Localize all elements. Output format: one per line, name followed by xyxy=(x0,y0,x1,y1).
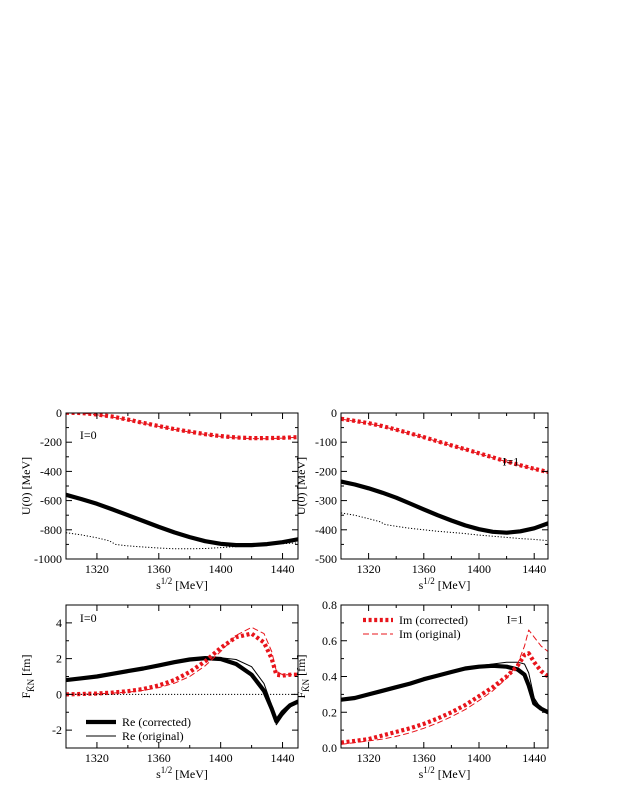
series-red-thin-dashed xyxy=(66,626,298,695)
series-red-thin-dashed xyxy=(341,629,548,745)
panel-label: I=1 xyxy=(502,454,519,468)
panel-1: 1320 1360 1400 1440 -1000 -800 -600 -400 -200 0 s1… xyxy=(19,406,299,592)
y-tick-label: 4 xyxy=(56,616,62,630)
x-tick-label: 1320 xyxy=(85,562,109,576)
series-black-thick xyxy=(66,492,298,548)
x-axis-label: s1/2 [MeV] xyxy=(156,576,208,592)
series-black-thin xyxy=(341,661,548,713)
y-axis-label: FK̄N [fm] xyxy=(294,654,311,698)
x-tick-label: 1360 xyxy=(412,562,436,576)
x-tick-label: 1440 xyxy=(522,562,546,576)
y-tick-label: -1000 xyxy=(34,552,62,566)
y-tick-label: 0.8 xyxy=(322,598,337,612)
y-tick-label: -500 xyxy=(315,552,337,566)
y-tick-label: 0.2 xyxy=(322,705,337,719)
series-red-thick-dotted xyxy=(341,651,548,745)
x-tick-label: 1400 xyxy=(467,751,491,765)
y-tick-label: -400 xyxy=(40,464,62,478)
x-tick-label: 1360 xyxy=(147,751,171,765)
x-axis-label: s1/2 [MeV] xyxy=(156,765,208,781)
x-axis-label: s1/2 [MeV] xyxy=(419,765,471,781)
series-black-dotted xyxy=(66,532,298,550)
y-tick-label: -400 xyxy=(315,523,337,537)
x-tick-label: 1440 xyxy=(522,751,546,765)
y-tick-label: -600 xyxy=(40,494,62,508)
panel-4: 1320 1360 1400 1440 0.0 0.2 0.4 0.6 0.8 s1/2 [MeV… xyxy=(294,598,549,781)
x-tick-label: 1440 xyxy=(271,562,295,576)
panel-label: I=0 xyxy=(80,428,97,442)
x-tick-label: 1320 xyxy=(85,751,109,765)
y-tick-label: 0 xyxy=(56,687,62,701)
y-tick-label: -200 xyxy=(40,435,62,449)
series-black-thick xyxy=(66,655,298,724)
y-tick-label: 0.0 xyxy=(322,741,337,755)
y-tick-label: 0 xyxy=(331,406,337,420)
y-tick-label: -800 xyxy=(40,523,62,537)
x-tick-label: 1440 xyxy=(271,751,295,765)
legend-label: Im (original) xyxy=(399,627,461,641)
panel-3: 1320 1360 1400 1440 -2 0 2 4 s1/2 [MeV] FK̄N [fm]… xyxy=(19,604,299,781)
y-tick-label: -100 xyxy=(315,435,337,449)
x-axis-label: s1/2 [MeV] xyxy=(419,576,471,592)
panel-2: 1320 1360 1400 1440 -500 -400 -300 -200 -100 0 s1/… xyxy=(294,406,549,592)
x-tick-label: 1360 xyxy=(147,562,171,576)
y-axis-label: U(0) [MeV] xyxy=(294,457,308,515)
panel-label: I=0 xyxy=(80,611,97,625)
series-black-thin xyxy=(66,657,298,726)
x-tick-label: 1320 xyxy=(357,751,381,765)
plot-frame xyxy=(340,412,549,560)
y-tick-label: 2 xyxy=(56,652,62,666)
y-tick-label: 0.6 xyxy=(322,634,337,648)
plot-frame xyxy=(65,412,299,560)
x-tick-label: 1400 xyxy=(209,562,233,576)
x-tick-label: 1360 xyxy=(412,751,436,765)
legend-label: Re (original) xyxy=(122,729,184,743)
y-tick-label: 0.4 xyxy=(322,670,337,684)
y-tick-label: -300 xyxy=(315,494,337,508)
series-black-thick xyxy=(341,663,548,715)
series-red-thin-dashed xyxy=(66,413,298,440)
legend-label: Re (corrected) xyxy=(122,715,191,729)
y-axis-label: FK̄N [fm] xyxy=(19,654,36,698)
series-red-thick-dotted xyxy=(341,416,548,475)
legend-label: Im (corrected) xyxy=(399,613,468,627)
x-tick-label: 1320 xyxy=(357,562,381,576)
x-tick-label: 1400 xyxy=(209,751,233,765)
x-tick-label: 1400 xyxy=(467,562,491,576)
y-tick-label: 0 xyxy=(56,406,62,420)
panel-label: I=1 xyxy=(507,612,524,626)
y-tick-label: -200 xyxy=(315,464,337,478)
series-red-thick-dotted xyxy=(66,631,298,697)
series-black-thin xyxy=(341,480,548,533)
series-red-thick-dotted xyxy=(66,413,298,441)
y-axis-label: U(0) [MeV] xyxy=(19,457,33,515)
y-tick-label: -2 xyxy=(52,723,62,737)
series-black-thin xyxy=(66,494,298,546)
